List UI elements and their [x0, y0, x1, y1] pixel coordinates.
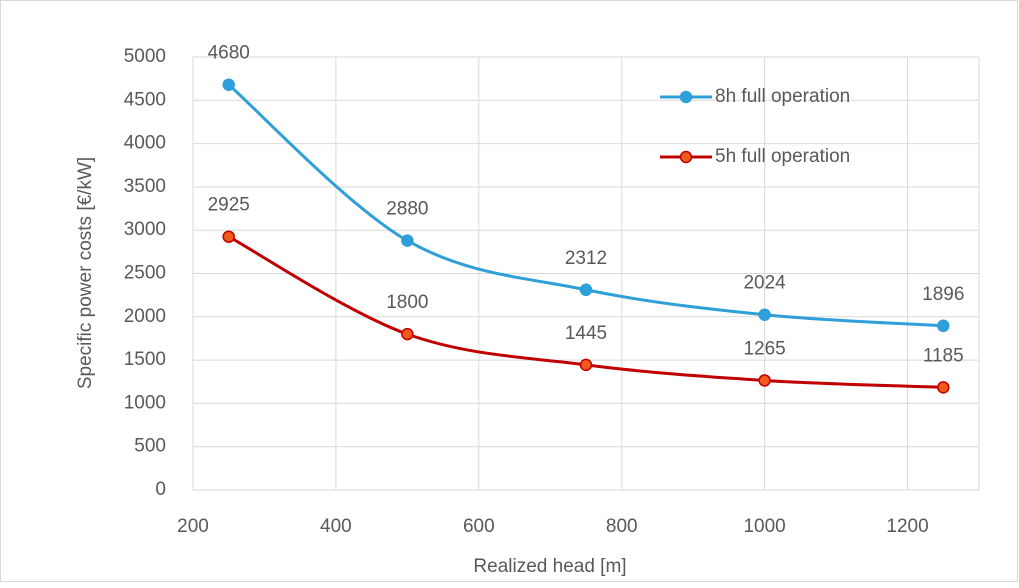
data-label: 2312 [565, 248, 607, 269]
x-tick-label: 400 [320, 516, 352, 537]
data-point [579, 283, 593, 297]
data-point [937, 319, 950, 333]
data-label: 1800 [386, 292, 428, 313]
data-label: 1185 [923, 345, 964, 366]
x-tick-label: 1000 [743, 516, 785, 537]
y-tick-label: 2000 [124, 306, 166, 327]
data-label: 2925 [208, 195, 250, 216]
legend-marker [679, 150, 693, 164]
x-tick-label: 600 [463, 516, 495, 537]
y-tick-label: 1000 [124, 392, 166, 413]
data-point [579, 358, 593, 372]
y-tick-label: 0 [155, 479, 166, 500]
x-tick-label: 200 [177, 516, 209, 537]
data-point [222, 78, 235, 91]
y-tick-label: 3000 [124, 219, 166, 240]
data-point [758, 374, 771, 387]
data-label: 4680 [208, 43, 250, 64]
y-tick-label: 500 [134, 436, 166, 457]
legend-label: 5h full operation [715, 146, 850, 167]
y-tick-label: 5000 [124, 46, 166, 67]
data-point [401, 327, 414, 341]
data-label: 1265 [743, 338, 785, 359]
x-tick-label: 800 [606, 516, 638, 537]
data-point [758, 308, 771, 321]
legend-label: 8h full operation [715, 86, 850, 107]
y-tick-label: 1500 [124, 349, 166, 370]
data-label: 2024 [743, 273, 786, 294]
data-point [937, 381, 950, 394]
y-tick-label: 4000 [124, 133, 166, 154]
data-label: 1445 [565, 323, 607, 344]
data-label: 2880 [386, 199, 428, 220]
x-axis-title: Realized head [m] [473, 556, 626, 577]
data-label: 1896 [922, 284, 964, 305]
data-point [222, 230, 235, 243]
x-tick-label: 1200 [886, 516, 928, 537]
y-tick-label: 4500 [124, 89, 166, 110]
data-point [401, 234, 414, 247]
legend-marker [679, 90, 693, 104]
y-axis-title: Specific power costs [€/kW] [75, 157, 96, 389]
y-tick-label: 3500 [124, 176, 166, 197]
y-tick-label: 2500 [124, 263, 166, 284]
